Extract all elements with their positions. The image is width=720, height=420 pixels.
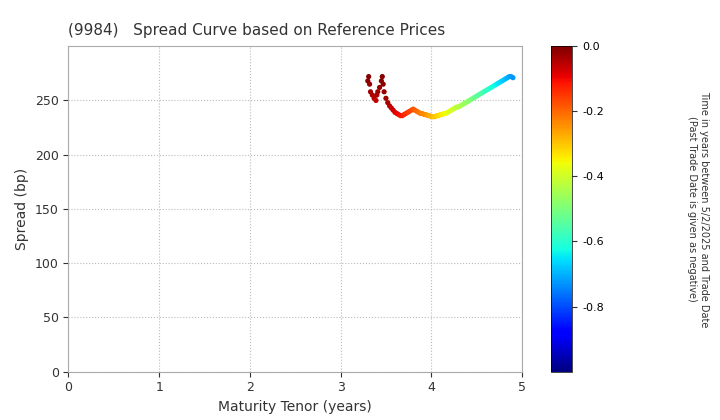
Point (495, 79, 506, 85)
Point (363, 73, 374, 80)
Point (386, 105, 397, 111)
Point (365, 88, 377, 95)
Point (382, 99, 394, 106)
Point (484, 85, 495, 92)
Point (426, 113, 437, 120)
Point (449, 105, 461, 111)
Point (409, 107, 420, 113)
Point (498, 76, 510, 83)
Point (393, 111, 405, 118)
Point (442, 109, 454, 116)
Point (420, 111, 431, 118)
Point (462, 98, 473, 105)
Point (440, 110, 451, 117)
Point (400, 110, 412, 117)
Point (404, 108, 415, 115)
Point (378, 88, 390, 95)
Point (395, 112, 406, 119)
Point (500, 75, 511, 82)
Point (474, 91, 486, 97)
Y-axis label: Time in years between 5/2/2025 and Trade Date
(Past Trade Date is given as negat: Time in years between 5/2/2025 and Trade… (687, 91, 708, 327)
Point (423, 112, 435, 119)
Point (422, 112, 433, 119)
Point (418, 111, 430, 118)
Point (428, 113, 439, 120)
Point (380, 95, 392, 102)
Point (408, 106, 419, 113)
Point (390, 109, 401, 116)
Point (447, 106, 459, 113)
Point (505, 73, 517, 80)
Point (364, 81, 375, 87)
Point (453, 104, 464, 110)
Text: (9984)   Spread Curve based on Reference Prices: (9984) Spread Curve based on Reference P… (68, 23, 446, 38)
Point (376, 78, 387, 84)
Point (489, 82, 500, 89)
Point (478, 88, 490, 95)
Point (482, 86, 493, 93)
Point (456, 101, 468, 108)
Point (384, 102, 395, 109)
Point (369, 95, 380, 102)
Point (465, 96, 477, 103)
Point (429, 113, 441, 120)
Point (485, 84, 497, 91)
Point (398, 111, 410, 118)
Point (454, 102, 466, 109)
Point (433, 112, 444, 119)
Y-axis label: Spread (bp): Spread (bp) (15, 168, 30, 250)
Point (435, 111, 446, 118)
Point (451, 104, 462, 110)
Point (387, 107, 399, 113)
Point (371, 92, 382, 98)
Point (370, 97, 382, 104)
Point (436, 111, 448, 118)
Point (492, 80, 504, 87)
Point (469, 94, 480, 100)
Point (496, 78, 508, 84)
Point (503, 73, 515, 80)
Point (372, 88, 384, 95)
Point (491, 81, 503, 87)
Point (467, 95, 479, 102)
Point (464, 97, 475, 104)
Point (438, 110, 450, 117)
X-axis label: Maturity Tenor (years): Maturity Tenor (years) (218, 400, 372, 414)
Point (413, 109, 424, 116)
Point (471, 93, 482, 100)
Point (444, 108, 455, 115)
Point (411, 108, 423, 115)
Point (397, 112, 408, 119)
Point (366, 92, 378, 98)
Point (416, 110, 428, 117)
Point (374, 84, 385, 91)
Point (405, 107, 417, 113)
Point (473, 92, 485, 98)
Point (460, 99, 472, 106)
Point (377, 73, 388, 80)
Point (362, 78, 374, 84)
Point (391, 110, 402, 117)
Point (458, 100, 469, 107)
Point (502, 74, 513, 81)
Point (431, 112, 443, 119)
Point (477, 89, 488, 96)
Point (402, 109, 413, 116)
Point (480, 87, 492, 94)
Point (377, 81, 389, 87)
Point (507, 74, 518, 81)
Point (487, 83, 499, 90)
Point (446, 107, 457, 113)
Point (415, 110, 426, 117)
